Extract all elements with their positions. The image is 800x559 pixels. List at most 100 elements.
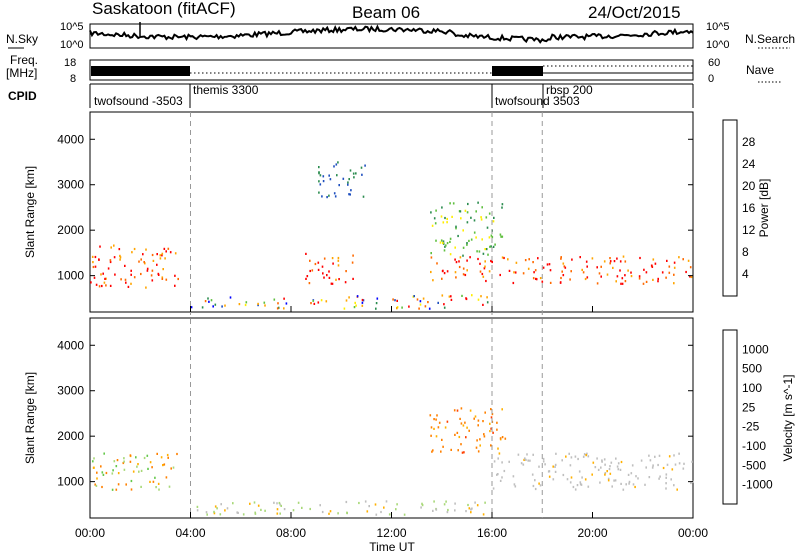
power-cell bbox=[561, 270, 563, 273]
velocity-cell bbox=[678, 452, 680, 455]
power-cell bbox=[439, 241, 442, 244]
power-panel: 1000 2000 3000 4000 Slant Range [km] bbox=[23, 111, 694, 313]
power-cell bbox=[559, 281, 562, 284]
power-cell bbox=[484, 265, 486, 268]
power-cell bbox=[503, 256, 505, 260]
velocity-panel: 1000 2000 3000 4000 Slant Range [km] bbox=[23, 317, 694, 519]
power-cell bbox=[325, 300, 328, 303]
velocity-cell bbox=[388, 513, 391, 516]
velocity-cell bbox=[279, 503, 281, 506]
power-cell bbox=[436, 262, 438, 265]
velocity-cell bbox=[658, 477, 660, 480]
power-cell bbox=[130, 282, 132, 285]
velocity-cell bbox=[301, 506, 303, 509]
velocity-cell bbox=[522, 463, 525, 466]
velocity-cell bbox=[459, 417, 461, 420]
velocity-cell bbox=[628, 480, 631, 483]
power-cell bbox=[114, 273, 116, 276]
power-cell bbox=[571, 258, 573, 261]
velocity-cell bbox=[358, 501, 360, 505]
power-cell bbox=[306, 275, 309, 278]
velocity-cell bbox=[620, 460, 623, 464]
velocity-cell bbox=[206, 513, 208, 516]
velocity-cell bbox=[610, 461, 613, 464]
power-cell bbox=[131, 251, 133, 254]
power-cell bbox=[454, 246, 456, 249]
power-cell bbox=[350, 189, 352, 192]
freq-label-2: [MHz] bbox=[6, 66, 37, 80]
velocity-cell bbox=[196, 509, 199, 512]
velocity-cell bbox=[554, 463, 557, 466]
velocity-cell bbox=[497, 473, 499, 476]
power-cell bbox=[442, 241, 444, 245]
power-cell bbox=[419, 303, 422, 306]
power-cell bbox=[446, 270, 449, 273]
date-title: 24/Oct/2015 bbox=[588, 3, 681, 22]
velocity-cell bbox=[172, 466, 175, 469]
station-title: Saskatoon (fitACF) bbox=[92, 0, 236, 18]
power-cell bbox=[682, 258, 684, 261]
power-cell bbox=[332, 262, 334, 265]
velocity-ylabel: Slant Range [km] bbox=[23, 372, 37, 464]
velocity-cell bbox=[463, 451, 465, 454]
velocity-cell bbox=[111, 472, 114, 475]
power-cell bbox=[443, 272, 446, 275]
power-cell bbox=[319, 183, 322, 186]
velocity-cell bbox=[587, 485, 590, 488]
velocity-cell bbox=[395, 508, 397, 511]
power-cell bbox=[396, 307, 398, 310]
velocity-cell bbox=[154, 476, 156, 479]
power-cell bbox=[317, 261, 320, 264]
power-cell bbox=[619, 260, 622, 263]
power-cell bbox=[615, 280, 617, 283]
power-cell bbox=[630, 275, 633, 278]
velocity-cell bbox=[592, 461, 595, 464]
velocity-cell bbox=[574, 455, 577, 458]
power-cell bbox=[392, 298, 394, 301]
velocity-cell bbox=[273, 501, 275, 504]
velocity-cell bbox=[484, 501, 486, 504]
velocity-cell bbox=[232, 502, 234, 505]
power-cell bbox=[257, 304, 259, 307]
velocity-cell bbox=[122, 461, 125, 465]
velocity-cell bbox=[129, 454, 132, 457]
power-cell bbox=[224, 304, 226, 307]
velocity-cell bbox=[604, 472, 607, 475]
velocity-cell bbox=[465, 510, 467, 513]
velocity-cell bbox=[670, 478, 672, 481]
power-cell bbox=[533, 271, 535, 274]
power-cell bbox=[481, 238, 483, 241]
power-cell bbox=[441, 294, 444, 297]
power-cell bbox=[353, 306, 356, 309]
power-cell bbox=[124, 278, 127, 281]
power-cell bbox=[619, 269, 621, 272]
power-cell bbox=[320, 299, 323, 302]
power-cell bbox=[328, 194, 330, 197]
power-cell bbox=[90, 281, 92, 284]
power-cell bbox=[174, 284, 176, 287]
power-cell bbox=[458, 260, 460, 263]
power-cell bbox=[164, 257, 166, 260]
power-cell bbox=[418, 307, 420, 310]
velocity-cell bbox=[482, 420, 484, 423]
velocity-cell bbox=[132, 470, 135, 473]
velocity-cell bbox=[446, 420, 449, 423]
velocity-cell bbox=[474, 501, 476, 504]
velocity-cell bbox=[649, 459, 652, 462]
velocity-cell bbox=[548, 475, 551, 478]
velocity-cell bbox=[170, 467, 172, 470]
power-cell bbox=[348, 296, 350, 299]
velocity-cell bbox=[460, 422, 463, 425]
power-cell bbox=[639, 256, 641, 260]
velocity-cell bbox=[123, 457, 125, 460]
power-cell bbox=[352, 172, 355, 175]
power-cell bbox=[689, 266, 692, 269]
power-cell bbox=[92, 265, 95, 269]
velocity-cell bbox=[469, 409, 472, 412]
power-cell bbox=[441, 270, 444, 273]
power-cell bbox=[177, 277, 179, 281]
power-cell bbox=[162, 268, 164, 271]
noise-left-bottom: 10^0 bbox=[60, 39, 84, 51]
power-cell bbox=[127, 285, 130, 288]
power-cell bbox=[470, 216, 472, 219]
